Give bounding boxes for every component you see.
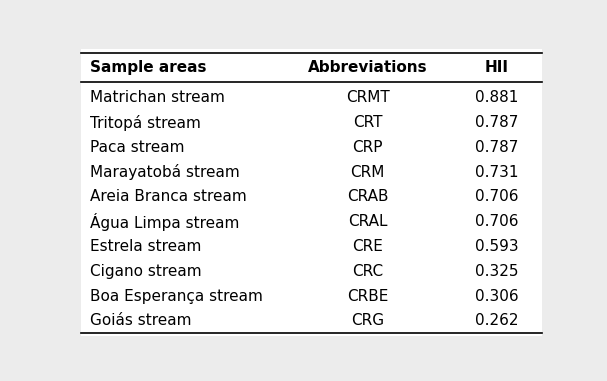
Text: Água Limpa stream: Água Limpa stream xyxy=(90,213,239,231)
Text: 0.731: 0.731 xyxy=(475,165,518,179)
Text: CRAB: CRAB xyxy=(347,189,388,204)
Text: CRBE: CRBE xyxy=(347,288,388,304)
Text: 0.306: 0.306 xyxy=(475,288,519,304)
Text: 0.881: 0.881 xyxy=(475,90,518,105)
Text: Areia Branca stream: Areia Branca stream xyxy=(90,189,246,204)
Text: CRE: CRE xyxy=(352,239,383,254)
Text: Tritopá stream: Tritopá stream xyxy=(90,115,201,131)
FancyBboxPatch shape xyxy=(81,49,541,336)
Text: Goiás stream: Goiás stream xyxy=(90,313,191,328)
Text: Boa Esperança stream: Boa Esperança stream xyxy=(90,288,263,304)
Text: 0.593: 0.593 xyxy=(475,239,519,254)
Text: Marayatobá stream: Marayatobá stream xyxy=(90,164,240,180)
Text: Estrela stream: Estrela stream xyxy=(90,239,202,254)
Text: CRMT: CRMT xyxy=(345,90,390,105)
Text: Matrichan stream: Matrichan stream xyxy=(90,90,225,105)
Text: CRP: CRP xyxy=(352,140,383,155)
Text: CRAL: CRAL xyxy=(348,214,387,229)
Text: 0.325: 0.325 xyxy=(475,264,518,279)
Text: 0.262: 0.262 xyxy=(475,313,518,328)
Text: 0.787: 0.787 xyxy=(475,140,518,155)
Text: Abbreviations: Abbreviations xyxy=(308,60,427,75)
Text: Paca stream: Paca stream xyxy=(90,140,185,155)
Text: Sample areas: Sample areas xyxy=(90,60,206,75)
Text: CRM: CRM xyxy=(350,165,385,179)
Text: CRC: CRC xyxy=(352,264,383,279)
Text: 0.706: 0.706 xyxy=(475,189,518,204)
Text: CRT: CRT xyxy=(353,115,382,130)
Text: Cigano stream: Cigano stream xyxy=(90,264,202,279)
Text: CRG: CRG xyxy=(351,313,384,328)
Text: 0.706: 0.706 xyxy=(475,214,518,229)
Text: 0.787: 0.787 xyxy=(475,115,518,130)
Text: HII: HII xyxy=(485,60,509,75)
